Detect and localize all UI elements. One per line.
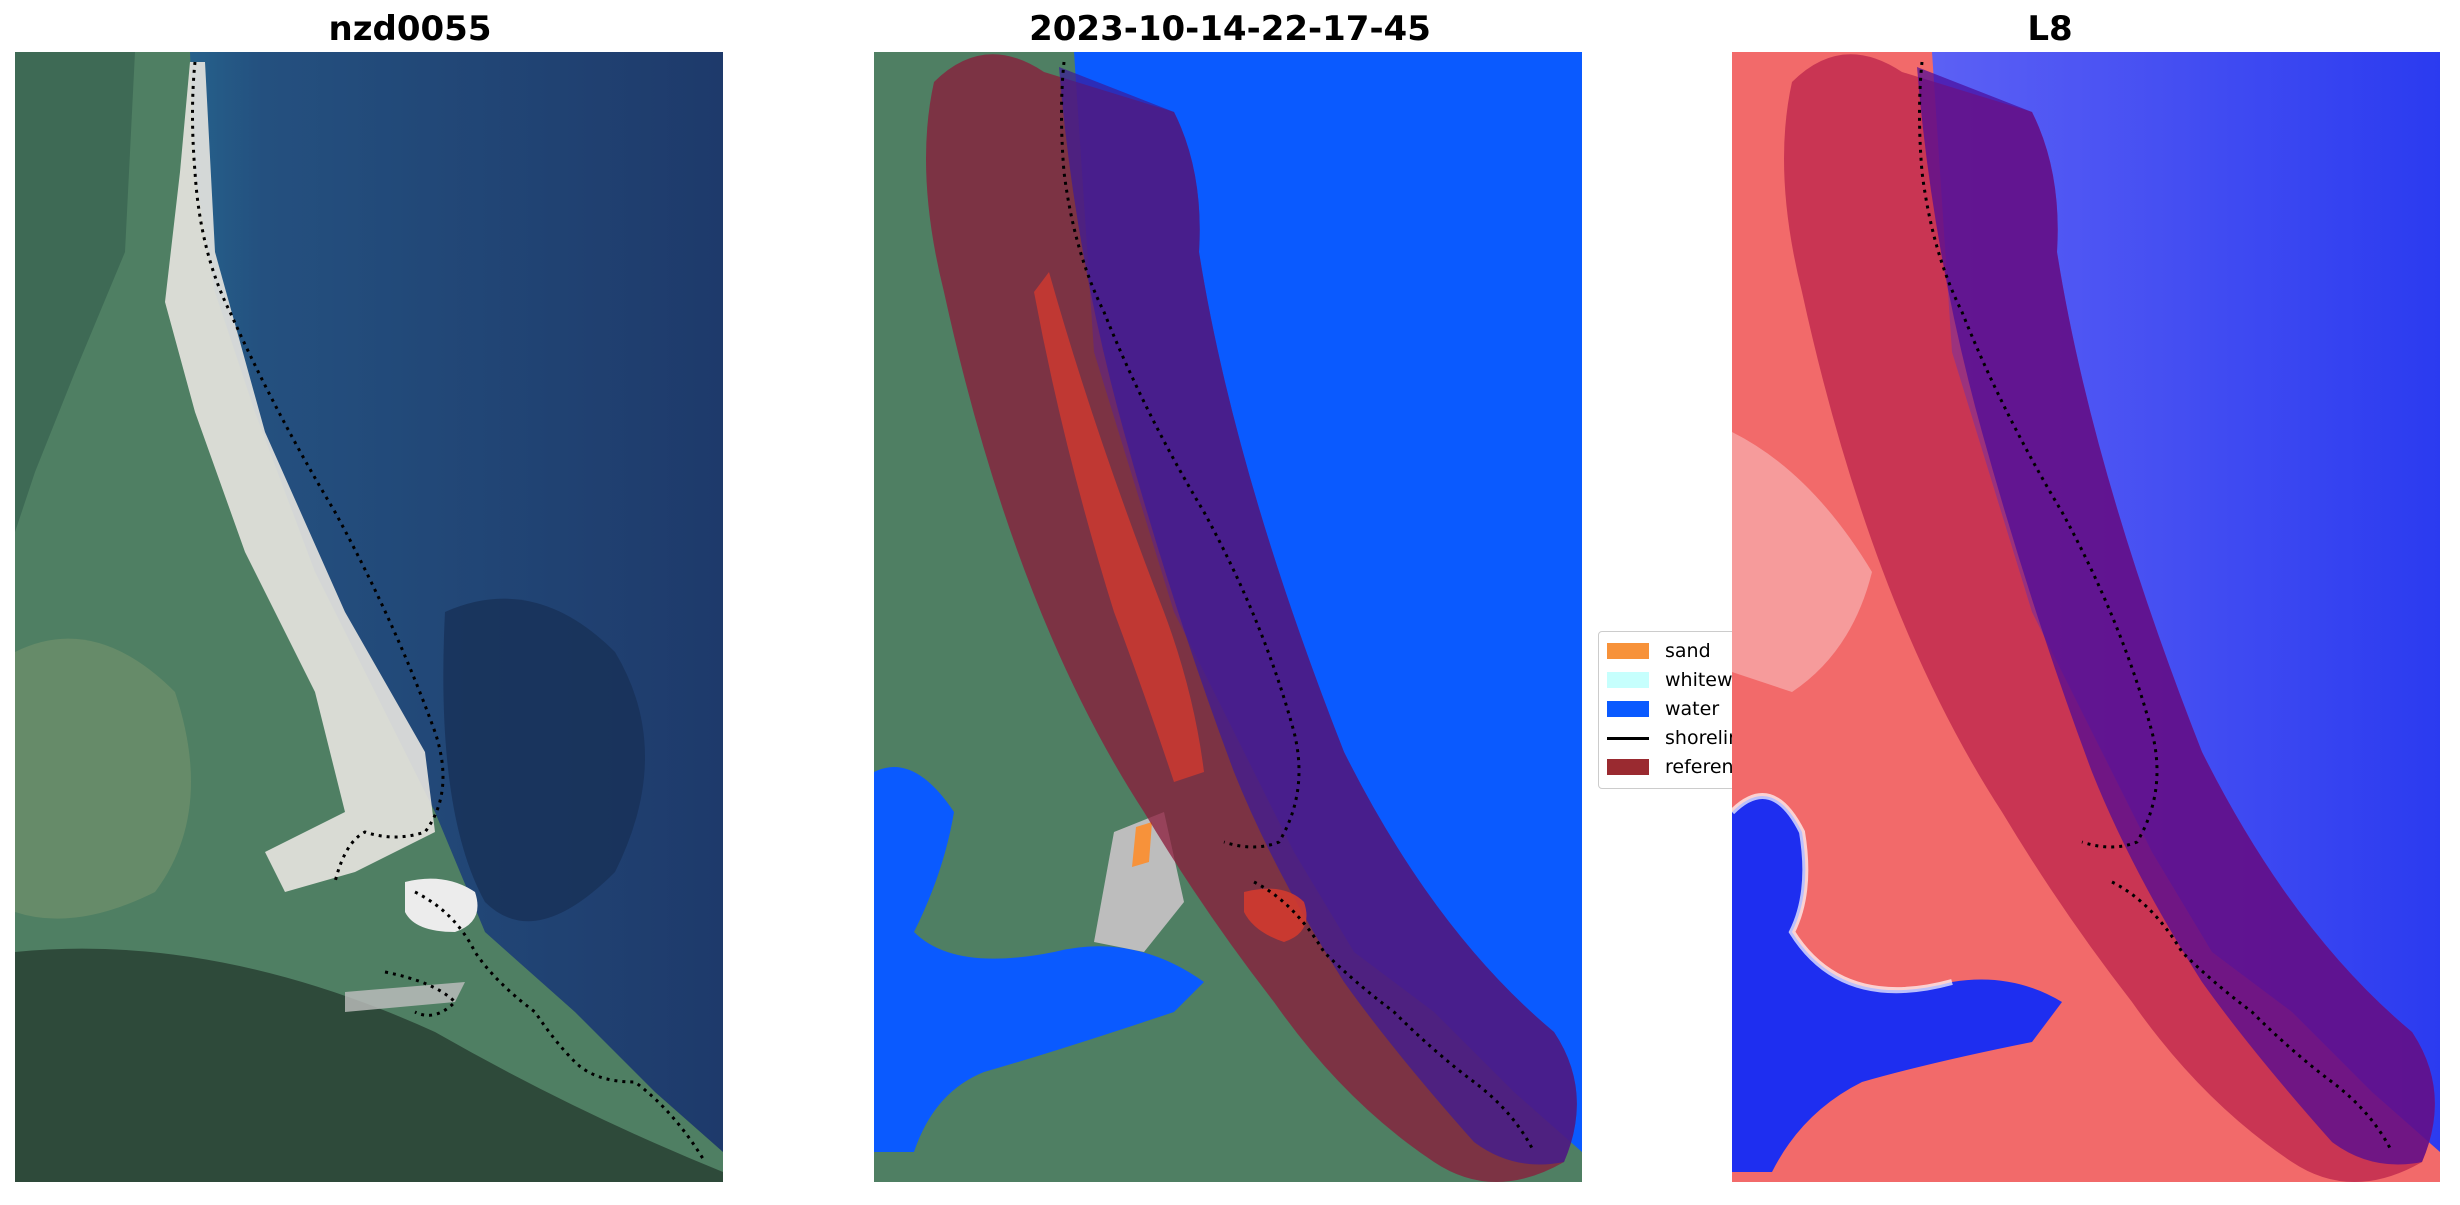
legend-swatch-whitewater [1607, 672, 1649, 688]
panel-title-index: L8 [2027, 9, 2073, 49]
legend-label-reference-buffer: reference shoreline buffer [1665, 756, 1748, 778]
legend-label-whitewater: whitewater [1665, 669, 1747, 691]
legend-item-reference-buffer: reference shoreline buffer [1607, 753, 1747, 781]
legend-item-water: water [1607, 695, 1747, 723]
legend-item-shoreline: shoreline [1607, 724, 1747, 752]
legend: sand whitewater water shoreline referenc… [1598, 631, 1748, 789]
shoreline-trace [191, 61, 707, 1163]
shoreline-trace [1918, 61, 2394, 1153]
index-image [1732, 52, 2440, 1182]
legend-swatch-water [1607, 701, 1649, 717]
inlet-index [1732, 796, 2062, 1172]
inlet-water [874, 767, 1204, 1152]
legend-line-shoreline [1607, 736, 1649, 740]
sand-patch [1132, 822, 1152, 867]
legend-swatch-sand [1607, 643, 1649, 659]
classification-image [874, 52, 1582, 1182]
legend-item-whitewater: whitewater [1607, 666, 1747, 694]
legend-label-sand: sand [1665, 640, 1711, 662]
rgb-image [15, 52, 723, 1182]
shoreline-trace [1060, 61, 1536, 1153]
legend-swatch-reference-buffer [1607, 759, 1649, 775]
panel-rgb: nzd0055 [0, 0, 820, 1205]
legend-label-water: water [1665, 698, 1720, 720]
legend-item-sand: sand [1607, 637, 1747, 665]
legend-label-shoreline: shoreline [1665, 727, 1748, 749]
panel-classification: 2023-10-14-22-17-45 [820, 0, 1640, 1205]
beach-sand [165, 62, 435, 892]
panel-title-rgb: nzd0055 [328, 9, 492, 49]
panel-index: L8 [1640, 0, 2460, 1205]
panel-title-date: 2023-10-14-22-17-45 [1029, 9, 1431, 49]
